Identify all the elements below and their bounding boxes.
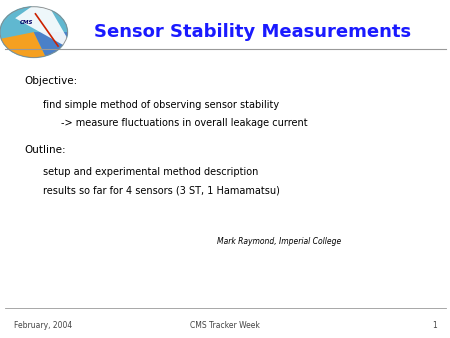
Wedge shape xyxy=(34,32,68,56)
Text: Sensor Stability Measurements: Sensor Stability Measurements xyxy=(94,23,412,41)
Text: CMS Tracker Week: CMS Tracker Week xyxy=(190,320,260,330)
Text: Objective:: Objective: xyxy=(25,76,78,86)
Text: -> measure fluctuations in overall leakage current: -> measure fluctuations in overall leaka… xyxy=(61,118,307,128)
Polygon shape xyxy=(15,6,68,48)
Circle shape xyxy=(0,7,68,57)
Text: results so far for 4 sensors (3 ST, 1 Hamamatsu): results so far for 4 sensors (3 ST, 1 Ha… xyxy=(43,186,279,196)
Text: setup and experimental method description: setup and experimental method descriptio… xyxy=(43,167,258,177)
Text: Mark Raymond, Imperial College: Mark Raymond, Imperial College xyxy=(217,237,341,246)
Text: February, 2004: February, 2004 xyxy=(14,320,72,330)
Text: 1: 1 xyxy=(432,320,436,330)
Text: Outline:: Outline: xyxy=(25,145,67,155)
Text: CMS: CMS xyxy=(19,20,33,25)
Wedge shape xyxy=(1,32,45,57)
Text: find simple method of observing sensor stability: find simple method of observing sensor s… xyxy=(43,100,279,110)
